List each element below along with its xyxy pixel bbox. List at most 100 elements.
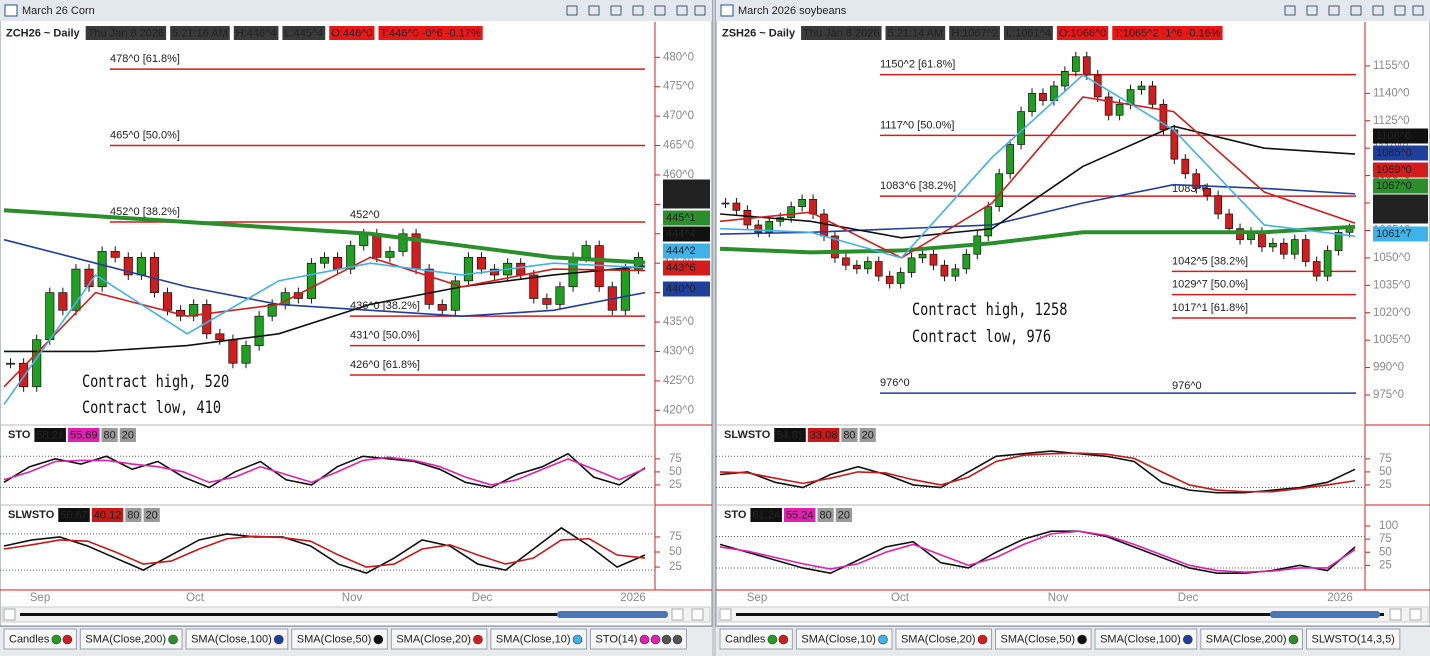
window-control[interactable] bbox=[1412, 5, 1424, 16]
indicator-box bbox=[34, 428, 66, 442]
study-tab[interactable] bbox=[895, 628, 993, 650]
indicator-value: 33.08 bbox=[810, 429, 838, 441]
y-tick-label: 1005^0 bbox=[1373, 334, 1410, 346]
y-tick-label: 1155^0 bbox=[1373, 60, 1410, 72]
candle bbox=[831, 235, 839, 259]
candle bbox=[476, 256, 487, 270]
study-tab[interactable] bbox=[1306, 628, 1401, 650]
x-tick-label: Oct bbox=[891, 592, 910, 604]
indicator-box bbox=[774, 428, 806, 442]
study-tab[interactable] bbox=[795, 628, 893, 650]
window-control[interactable] bbox=[1372, 5, 1384, 16]
price-tag bbox=[1373, 208, 1428, 224]
y-tick-label: 1125^0 bbox=[1373, 115, 1410, 127]
study-tab-label: SMA(Close,50) bbox=[1001, 633, 1076, 645]
annotation: Contract high, 520 bbox=[82, 372, 229, 392]
candle bbox=[529, 274, 539, 299]
study-tab[interactable] bbox=[719, 628, 793, 650]
scroll-right[interactable] bbox=[671, 608, 684, 621]
indicator-box bbox=[67, 428, 100, 442]
candle bbox=[1039, 92, 1047, 101]
scroll-left[interactable] bbox=[719, 608, 732, 621]
indicator-box bbox=[119, 428, 136, 442]
fib-level-label: 1042^5 [38.2%] bbox=[1172, 255, 1248, 267]
study-tab-label: Candles bbox=[725, 633, 766, 645]
x-tick-label: 2026 bbox=[620, 592, 646, 604]
window-control[interactable] bbox=[1284, 5, 1296, 16]
study-tab[interactable] bbox=[390, 628, 488, 650]
candle bbox=[853, 264, 861, 270]
x-tick-label: Dec bbox=[472, 592, 493, 604]
window-control[interactable] bbox=[1328, 5, 1340, 16]
scroll-right[interactable] bbox=[1389, 608, 1402, 621]
price-tag-label: 07:58:2 bbox=[666, 195, 703, 207]
window-icon bbox=[720, 4, 734, 17]
candle bbox=[110, 251, 120, 258]
y-tick-label: 25 bbox=[1379, 559, 1392, 571]
window-control[interactable] bbox=[1394, 5, 1406, 16]
fib-level-label: 465^0 [50.0%] bbox=[110, 129, 180, 141]
candle bbox=[1312, 261, 1321, 277]
window-control[interactable] bbox=[654, 5, 666, 16]
indicator-value: 80 bbox=[127, 509, 139, 521]
x-tick-label: Sep bbox=[747, 592, 767, 604]
window-control[interactable] bbox=[610, 5, 622, 16]
window-control[interactable] bbox=[588, 5, 600, 16]
scroll-end[interactable] bbox=[1409, 608, 1422, 621]
candle bbox=[267, 304, 277, 317]
header-field: O:1066^0 bbox=[1059, 27, 1106, 39]
price-tag bbox=[663, 193, 710, 209]
study-tab[interactable] bbox=[590, 628, 687, 650]
fib-level-label: 478^0 [61.8%] bbox=[110, 53, 180, 65]
window-control[interactable] bbox=[1306, 5, 1318, 16]
fib-level-label: 1029^7 [50.0%] bbox=[1172, 279, 1248, 291]
x-tick-label: 2026 bbox=[1327, 592, 1353, 604]
candle bbox=[6, 362, 16, 365]
candle bbox=[1290, 239, 1299, 255]
candle bbox=[907, 257, 916, 273]
candle bbox=[929, 253, 938, 266]
header-field: H:1067^2 bbox=[951, 27, 998, 39]
price-tag bbox=[663, 226, 710, 242]
chart-window: March 26 Corn ZCH26 ~ Daily Thu Jan 8 2026… bbox=[0, 0, 713, 656]
window-control[interactable] bbox=[1350, 5, 1362, 16]
study-tab[interactable] bbox=[291, 628, 388, 650]
indicator-value: 20 bbox=[122, 429, 134, 441]
candle bbox=[45, 292, 55, 341]
candle bbox=[189, 304, 199, 317]
x-tick-label: Dec bbox=[1178, 592, 1199, 604]
study-tab[interactable] bbox=[3, 628, 77, 650]
study-tab[interactable] bbox=[995, 628, 1092, 650]
price-tag bbox=[1373, 226, 1428, 242]
indicator-name: SLWSTO bbox=[724, 429, 771, 441]
candle bbox=[1214, 195, 1222, 215]
scroll-left[interactable] bbox=[3, 608, 16, 621]
candle bbox=[918, 253, 927, 259]
candle bbox=[721, 202, 730, 205]
window-control[interactable] bbox=[566, 5, 578, 16]
candle bbox=[1028, 92, 1036, 112]
study-color bbox=[661, 634, 672, 645]
study-tab[interactable] bbox=[185, 628, 289, 650]
study-tab[interactable] bbox=[79, 628, 183, 650]
y-tick-label: 480^0 bbox=[663, 51, 694, 63]
study-tab[interactable] bbox=[490, 628, 587, 650]
scroll-end[interactable] bbox=[691, 608, 704, 621]
scroll-thumb[interactable] bbox=[557, 611, 668, 618]
indicator-value: 20 bbox=[838, 509, 850, 521]
y-tick-label: 475^0 bbox=[663, 81, 694, 93]
indicator-box bbox=[125, 508, 142, 522]
study-tab[interactable] bbox=[1094, 628, 1198, 650]
header-field: L:445^4 bbox=[284, 27, 323, 39]
header-box bbox=[1112, 26, 1223, 40]
window-control[interactable] bbox=[632, 5, 644, 16]
study-tab[interactable] bbox=[1200, 628, 1303, 650]
scroll-thumb[interactable] bbox=[1270, 611, 1380, 618]
indicator-line bbox=[3, 456, 646, 486]
candle bbox=[885, 275, 894, 284]
window-control[interactable] bbox=[676, 5, 688, 16]
window-control[interactable] bbox=[694, 5, 706, 16]
fib-level-label: 1083^6 [38.2%] bbox=[880, 180, 956, 192]
study-color bbox=[1077, 634, 1087, 645]
price-tag-label: 1067^0 bbox=[1376, 180, 1412, 192]
